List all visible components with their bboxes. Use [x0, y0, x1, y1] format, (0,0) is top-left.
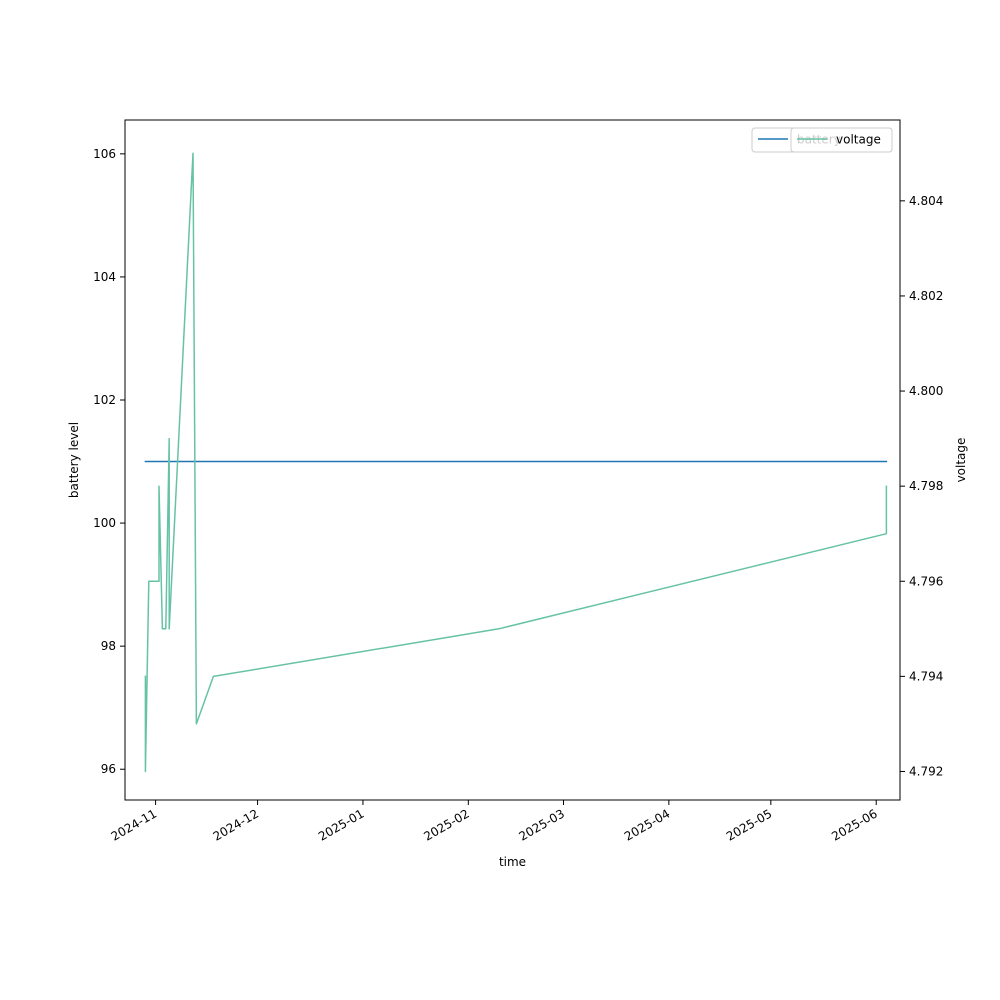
series-line-voltage: [144, 152, 888, 773]
y-left-tick-label: 106: [93, 147, 116, 161]
y-right-tick-label: 4.800: [909, 384, 943, 398]
legend-box-voltage: [790, 127, 893, 153]
y-right-tick-label: 4.802: [909, 289, 943, 303]
legend-label-voltage: voltage: [836, 133, 881, 147]
y-left-tick-label: 96: [101, 762, 116, 776]
x-axis-label: time: [499, 855, 526, 869]
y-right-tick-label: 4.794: [909, 669, 943, 683]
y-right-tick-label: 4.796: [909, 574, 943, 588]
y-right-axis-label: voltage: [954, 438, 968, 483]
series-layer: [144, 152, 888, 773]
y-right-tick-label: 4.792: [909, 764, 943, 778]
y-right-tick-label: 4.798: [909, 479, 943, 493]
axes-frame: [124, 119, 901, 801]
y-left-tick-label: 102: [93, 393, 116, 407]
legend-layer: batteryvoltage: [751, 127, 893, 153]
y-left-tick-label: 100: [93, 516, 116, 530]
y-left-tick-label: 98: [101, 639, 116, 653]
y-left-tick-label: 104: [93, 270, 116, 284]
y-left-axis-label: battery level: [67, 422, 81, 498]
y-right-tick-label: 4.804: [909, 194, 943, 208]
